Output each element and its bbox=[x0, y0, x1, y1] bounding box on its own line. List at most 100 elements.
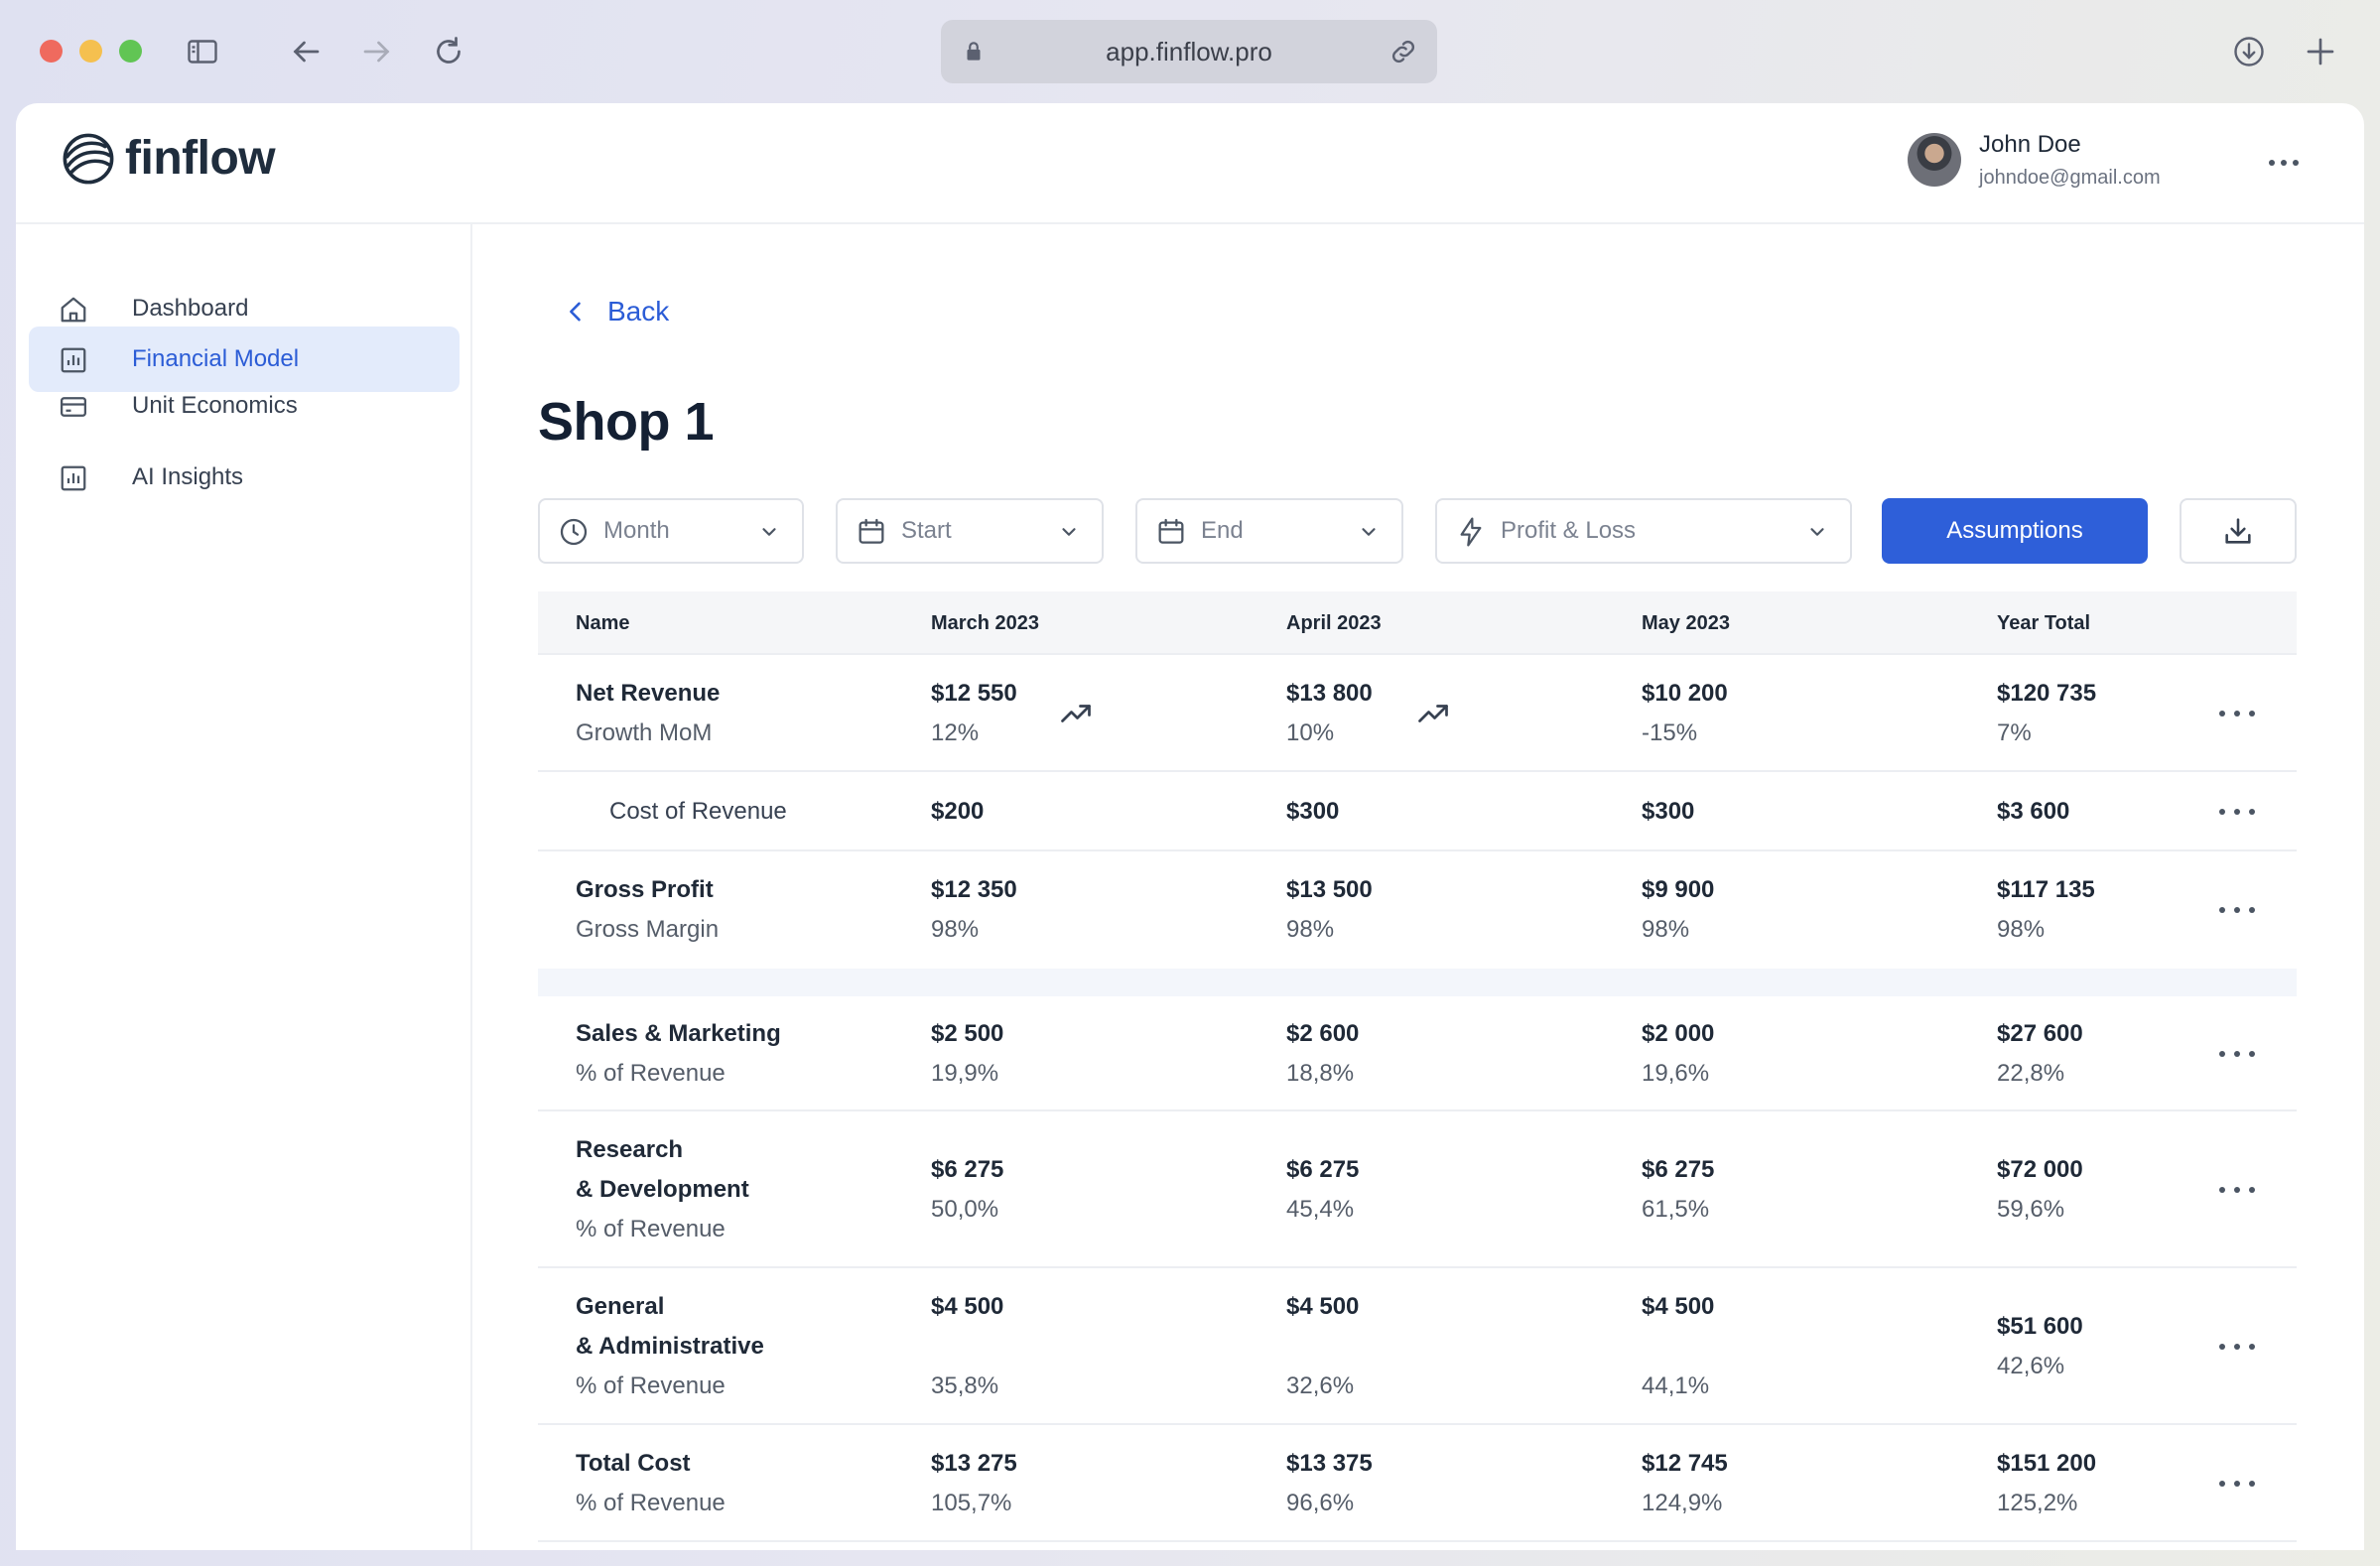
more-options-icon[interactable] bbox=[2261, 143, 2307, 183]
row-more-icon[interactable] bbox=[2219, 1474, 2255, 1494]
row-subname: % of Revenue bbox=[576, 1060, 726, 1087]
table-row[interactable]: Total Cost % of Revenue $13 275 105,7% $… bbox=[538, 1425, 2297, 1542]
clock-icon bbox=[560, 518, 588, 546]
row-more-icon[interactable] bbox=[2219, 1180, 2255, 1200]
cell-value: $51 600 bbox=[1997, 1313, 2083, 1340]
cell-subvalue: 18,8% bbox=[1286, 1060, 1355, 1087]
section-divider bbox=[538, 969, 2297, 996]
row-more-icon[interactable] bbox=[2219, 704, 2255, 723]
cell-subvalue: 35,8% bbox=[931, 1372, 999, 1399]
maximize-window-button[interactable] bbox=[119, 40, 142, 63]
cell-value: $12 550 bbox=[931, 680, 1017, 707]
period-select[interactable]: Month bbox=[538, 498, 804, 564]
new-tab-icon[interactable] bbox=[2297, 28, 2344, 75]
sidebar-item-dashboard[interactable]: Dashboard bbox=[29, 276, 460, 341]
row-subname: Gross Margin bbox=[576, 916, 720, 943]
cell-value: $4 500 bbox=[931, 1293, 1004, 1320]
sidebar-item-label: Unit Economics bbox=[132, 392, 298, 419]
cell-value: $300 bbox=[1642, 798, 1695, 825]
cell-subvalue: 7% bbox=[1997, 719, 2032, 746]
close-window-button[interactable] bbox=[40, 40, 63, 63]
report-type-select[interactable]: Profit & Loss bbox=[1435, 498, 1852, 564]
back-arrow-icon[interactable] bbox=[282, 28, 330, 75]
table-header: Name March 2023 April 2023 May 2023 Year… bbox=[538, 591, 2297, 655]
row-name: Net Revenue bbox=[576, 680, 721, 707]
chevron-down-icon bbox=[1062, 528, 1076, 536]
row-name: Research bbox=[576, 1136, 684, 1163]
row-more-icon[interactable] bbox=[2219, 802, 2255, 822]
calendar-icon bbox=[859, 518, 884, 544]
cell-subvalue: 19,9% bbox=[931, 1060, 999, 1087]
forward-arrow-icon[interactable] bbox=[353, 28, 401, 75]
cell-subvalue: 22,8% bbox=[1997, 1060, 2065, 1087]
cell-value: $3 600 bbox=[1997, 798, 2070, 825]
logo[interactable]: finflow bbox=[62, 131, 276, 186]
row-subname: Growth MoM bbox=[576, 719, 713, 746]
cell-value: $200 bbox=[931, 798, 985, 825]
row-more-icon[interactable] bbox=[2219, 1337, 2255, 1357]
table-row[interactable]: Research & Development % of Revenue $6 2… bbox=[538, 1111, 2297, 1268]
cell-value: $6 275 bbox=[1642, 1156, 1715, 1183]
cell-subvalue: 98% bbox=[1286, 916, 1335, 943]
cell-value: $72 000 bbox=[1997, 1156, 2083, 1183]
sidebar-item-label: Dashboard bbox=[132, 295, 249, 322]
table-row[interactable]: Net Revenue Growth MoM $12 550 12% $13 8… bbox=[538, 655, 2297, 772]
cell-subvalue: 42,6% bbox=[1997, 1353, 2065, 1379]
cell-subvalue: 98% bbox=[1642, 916, 1690, 943]
back-label: Back bbox=[607, 296, 670, 326]
cell-value: $300 bbox=[1286, 798, 1340, 825]
sidebar-item-unit-economics[interactable]: Unit Economics bbox=[29, 373, 460, 439]
page-title: Shop 1 bbox=[538, 392, 715, 452]
financial-table: Name March 2023 April 2023 May 2023 Year… bbox=[538, 591, 2297, 1542]
sidebar-toggle-icon[interactable] bbox=[179, 28, 226, 75]
table-row[interactable]: Sales & Marketing % of Revenue $2 500 19… bbox=[538, 996, 2297, 1111]
period-select-value: Month bbox=[603, 517, 670, 544]
cell-subvalue: 96,6% bbox=[1286, 1490, 1355, 1516]
calendar-icon bbox=[1158, 518, 1184, 544]
row-name: Gross Profit bbox=[576, 876, 714, 903]
report-type-value: Profit & Loss bbox=[1501, 517, 1637, 544]
row-more-icon[interactable] bbox=[2219, 1044, 2255, 1064]
link-icon[interactable] bbox=[1388, 36, 1419, 67]
row-more-icon[interactable] bbox=[2219, 900, 2255, 920]
table-row[interactable]: Cost of Revenue $200 $300 $300 $3 600 bbox=[538, 772, 2297, 851]
cell-subvalue: 98% bbox=[1997, 916, 2046, 943]
column-header-name: Name bbox=[576, 612, 630, 634]
start-date-select[interactable]: Start bbox=[836, 498, 1104, 564]
logo-mark-icon bbox=[63, 133, 114, 184]
sidebar-item-ai-insights[interactable]: AI Insights bbox=[29, 445, 460, 510]
address-bar[interactable]: app.finflow.pro bbox=[941, 20, 1437, 83]
chevron-left-icon bbox=[570, 302, 581, 322]
row-subname: % of Revenue bbox=[576, 1216, 726, 1242]
cell-value: $13 500 bbox=[1286, 876, 1373, 903]
card-icon bbox=[61, 397, 86, 417]
assumptions-button[interactable]: Assumptions bbox=[1882, 498, 2148, 564]
cell-value: $117 135 bbox=[1997, 876, 2095, 903]
end-date-select[interactable]: End bbox=[1135, 498, 1403, 564]
logo-text: finflow bbox=[125, 132, 276, 185]
row-name-continued: & Administrative bbox=[576, 1333, 764, 1360]
chevron-down-icon bbox=[762, 528, 776, 536]
cell-subvalue: 10% bbox=[1286, 719, 1335, 746]
cell-subvalue: -15% bbox=[1642, 719, 1698, 746]
reload-icon[interactable] bbox=[425, 28, 472, 75]
download-icon bbox=[2225, 518, 2251, 544]
cell-value: $2 000 bbox=[1642, 1020, 1715, 1047]
download-button[interactable] bbox=[2180, 498, 2297, 564]
row-subname: % of Revenue bbox=[576, 1490, 726, 1516]
chevron-down-icon bbox=[1810, 528, 1824, 536]
table-row[interactable]: Gross Profit Gross Margin $12 350 98% $1… bbox=[538, 851, 2297, 969]
sidebar: Dashboard Financial Model Unit Economics… bbox=[16, 224, 472, 1550]
cell-subvalue: 59,6% bbox=[1997, 1196, 2065, 1223]
cell-value: $27 600 bbox=[1997, 1020, 2083, 1047]
sidebar-item-financial-model[interactable]: Financial Model bbox=[29, 326, 460, 392]
back-link[interactable]: Back bbox=[562, 296, 669, 327]
cell-subvalue: 19,6% bbox=[1642, 1060, 1710, 1087]
cell-value: $120 735 bbox=[1997, 680, 2097, 707]
cell-subvalue: 50,0% bbox=[931, 1196, 999, 1223]
downloads-icon[interactable] bbox=[2225, 28, 2273, 75]
column-header-april: April 2023 bbox=[1286, 612, 1382, 634]
avatar[interactable] bbox=[1908, 133, 1961, 187]
table-row[interactable]: General & Administrative % of Revenue $4… bbox=[538, 1268, 2297, 1425]
minimize-window-button[interactable] bbox=[79, 40, 102, 63]
